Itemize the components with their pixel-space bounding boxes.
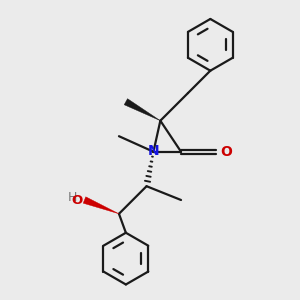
Polygon shape (83, 197, 119, 214)
Text: H: H (68, 191, 77, 204)
Text: N: N (148, 144, 159, 158)
Text: O: O (221, 145, 232, 159)
Polygon shape (124, 99, 160, 121)
Text: O: O (72, 194, 83, 207)
